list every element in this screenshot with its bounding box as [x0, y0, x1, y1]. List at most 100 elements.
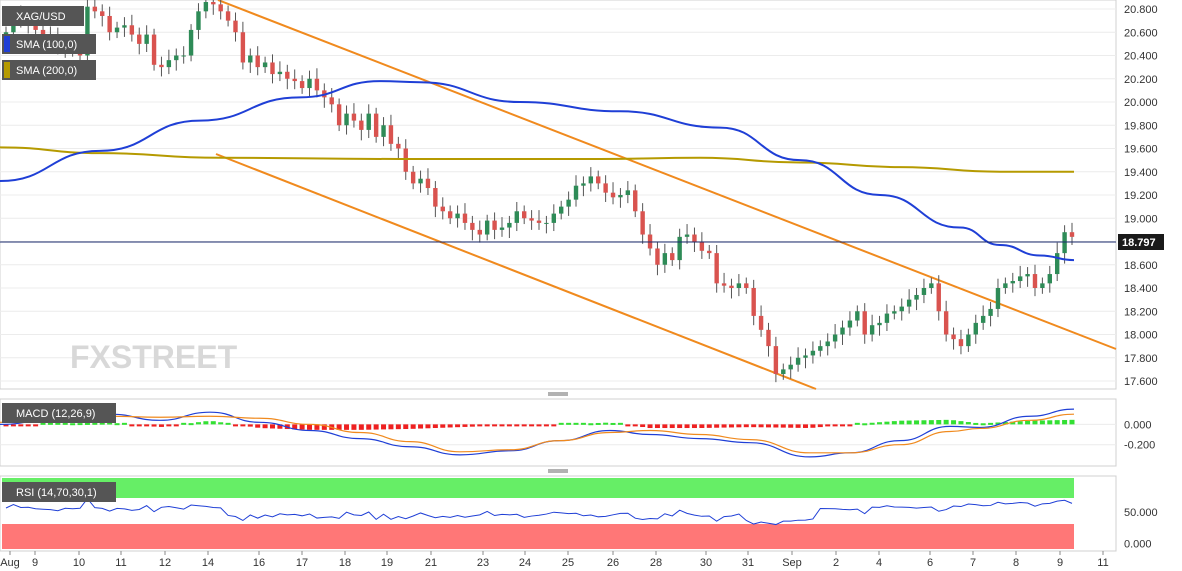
panel-resize-handle-1[interactable]	[548, 392, 568, 396]
macd-histogram-bar	[617, 422, 623, 425]
candle-body	[736, 283, 742, 288]
candle-body	[818, 346, 823, 351]
macd-axis: 0.000 -0.200	[1124, 419, 1155, 451]
channel-lower-line	[215, 153, 817, 390]
macd-histogram-bar	[351, 424, 357, 430]
macd-histogram-bar	[914, 420, 920, 425]
candle-body	[581, 183, 586, 186]
candle-body	[455, 213, 460, 219]
candle-body	[729, 285, 734, 288]
macd-histogram-bar	[277, 424, 283, 429]
macd-histogram-bar	[566, 422, 572, 425]
price-tick-label: 20.800	[1124, 4, 1158, 16]
sma-100-line	[0, 80, 1075, 262]
macd-histogram-bar	[1025, 420, 1031, 425]
candle-body	[470, 222, 475, 230]
macd-histogram-bar	[610, 422, 616, 425]
macd-histogram-bar	[499, 424, 505, 427]
macd-histogram-bar	[262, 424, 268, 429]
candle-body	[943, 311, 949, 335]
candle-body	[573, 185, 579, 200]
macd-histogram-bar	[40, 422, 46, 425]
candle-body	[566, 199, 571, 207]
macd-histogram-bar	[181, 422, 187, 425]
macd-histogram-bar	[780, 424, 786, 428]
macd-histogram-bar	[158, 424, 164, 427]
macd-histogram-bar	[906, 420, 912, 425]
candle-body	[122, 25, 127, 28]
price-tick-label: 19.000	[1124, 213, 1158, 225]
candle-body	[507, 222, 512, 228]
date-tick-label: 14	[202, 557, 214, 569]
price-tick-label: 19.200	[1124, 190, 1158, 202]
candle-body	[144, 34, 149, 44]
macd-histogram-bar	[773, 424, 779, 428]
candle-body	[684, 234, 690, 237]
price-tick-label: 17.600	[1124, 376, 1158, 388]
macd-histogram-bar	[884, 421, 890, 425]
macd-histogram-bar	[114, 423, 120, 426]
candle-body	[596, 176, 601, 184]
panel-resize-handle-2[interactable]	[548, 469, 568, 473]
candle-body	[396, 143, 401, 149]
macd-histogram-bar	[595, 422, 601, 425]
candle-body	[633, 190, 638, 212]
macd-histogram-bar	[632, 424, 638, 427]
macd-histogram-bar	[129, 424, 135, 427]
macd-histogram-bar	[854, 422, 860, 425]
macd-histogram-bar	[136, 424, 142, 427]
macd-histogram-bar	[721, 424, 727, 428]
last-price-tag-box	[1118, 234, 1164, 250]
macd-histogram-bar	[973, 422, 979, 425]
macd-histogram-bar	[847, 424, 853, 427]
macd-histogram-bar	[736, 424, 742, 428]
macd-histogram-bar	[1032, 420, 1038, 425]
macd-histogram-bar	[558, 422, 564, 425]
candle-body	[973, 322, 978, 335]
macd-histogram-bar	[218, 422, 224, 425]
macd-histogram-bar	[891, 421, 897, 425]
candle-body	[484, 220, 490, 235]
candle-body	[1069, 232, 1075, 237]
date-tick-label: 24	[519, 557, 531, 569]
macd-histogram-bar	[743, 424, 749, 428]
macd-histogram-bar	[55, 422, 61, 425]
candle-body	[995, 288, 1001, 309]
macd-legend-label: MACD (12,26,9)	[16, 408, 95, 420]
macd-histogram-bar	[714, 424, 720, 428]
macd-histogram-bar	[292, 424, 298, 430]
rsi-tick-label: 50.000	[1124, 507, 1158, 519]
candle-body	[536, 220, 542, 223]
date-tick-label: 21	[425, 557, 437, 569]
candle-body	[270, 62, 275, 75]
candle-body	[692, 234, 697, 242]
macd-histogram-bar	[388, 424, 394, 430]
candle-body	[440, 206, 445, 212]
price-tick-label: 18.000	[1124, 330, 1158, 342]
macd-histogram-bar	[980, 423, 986, 426]
candle-body	[351, 113, 357, 121]
macd-histogram-bar	[788, 424, 794, 428]
macd-histogram-bar	[691, 424, 697, 429]
macd-histogram-bar	[455, 424, 461, 428]
macd-legend-box	[2, 403, 116, 423]
symbol-box	[2, 6, 84, 26]
candle-body	[225, 11, 231, 21]
price-tick-label: 20.200	[1124, 74, 1158, 86]
macd-histogram-bar	[654, 424, 660, 429]
macd-histogram-bar	[573, 422, 579, 425]
macd-histogram-bar	[958, 421, 964, 425]
candle-body	[810, 350, 816, 356]
date-tick-label: 28	[650, 557, 662, 569]
candle-body	[196, 11, 201, 30]
candle-body	[492, 220, 497, 230]
date-tick-label: 6	[927, 557, 933, 569]
sma100-legend-label: SMA (100,0)	[16, 39, 77, 51]
macd-histogram-bar	[928, 420, 934, 425]
candle-body	[248, 55, 253, 63]
macd-histogram-bar	[447, 424, 453, 428]
macd-histogram-bar	[395, 424, 401, 430]
macd-histogram-bar	[240, 424, 246, 427]
candle-body	[33, 22, 38, 30]
candle-body	[640, 211, 645, 235]
